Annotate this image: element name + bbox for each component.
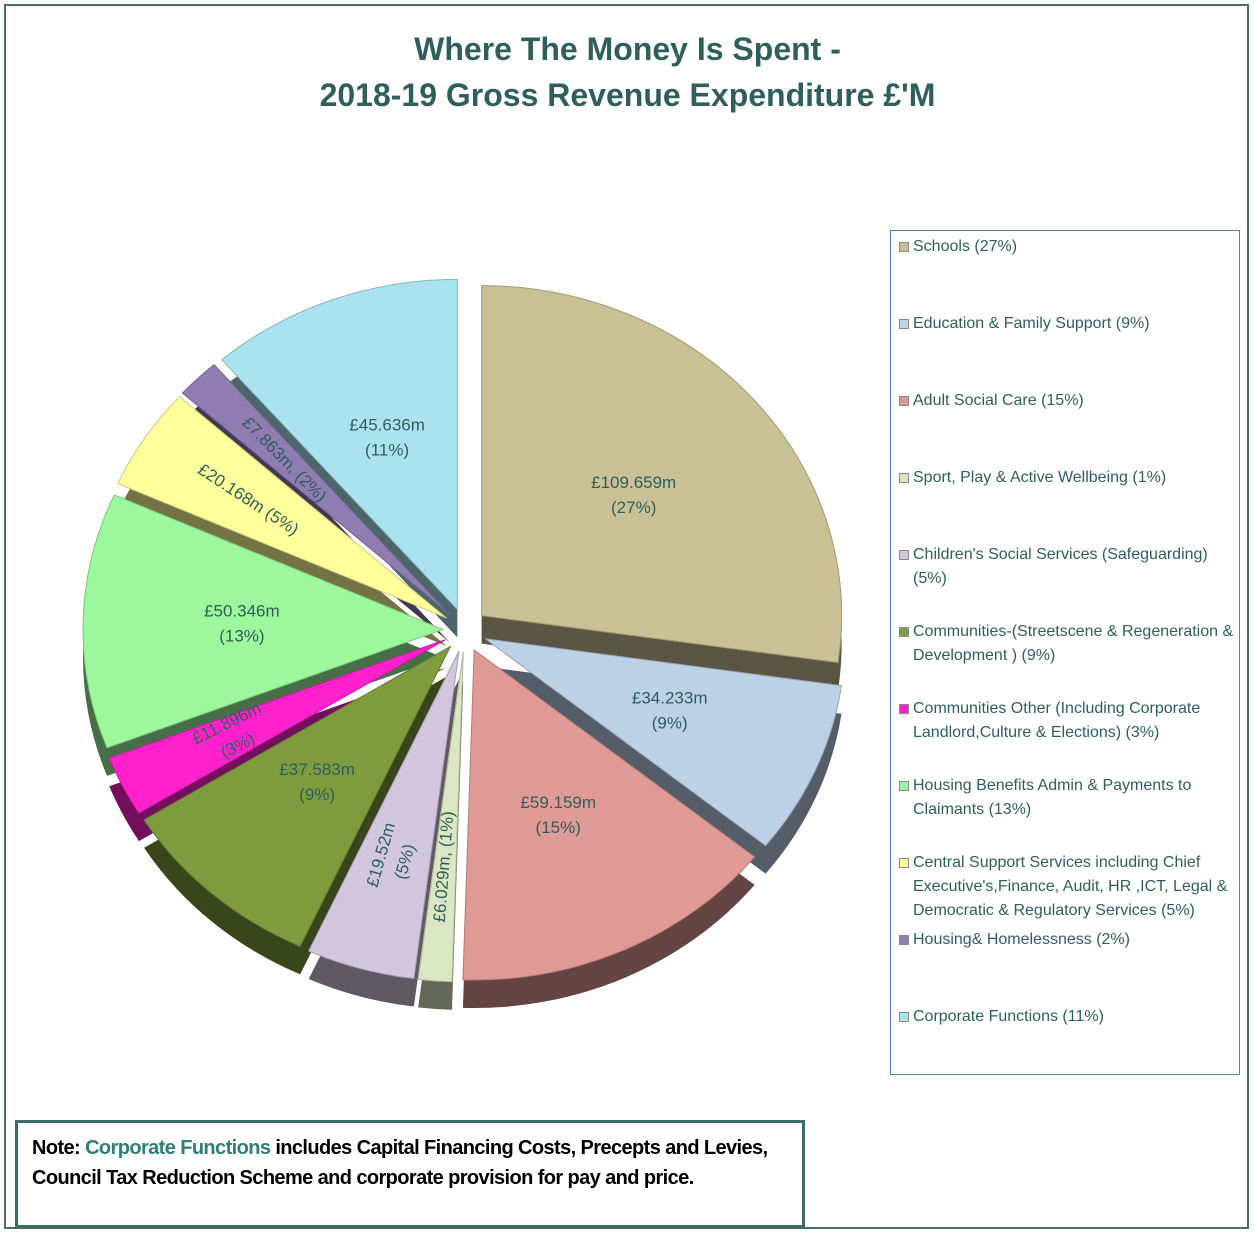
slice: [117, 396, 447, 619]
legend-entry: Sport, Play & Active Wellbeing (1%): [899, 466, 1239, 490]
note: Note: Corporate Functions includes Capit…: [15, 1120, 805, 1228]
data-label-line: £45.636m: [349, 415, 425, 434]
chart-title: Where The Money Is Spent - 2018-19 Gross…: [0, 26, 1255, 118]
title-line: 2018-19 Gross Revenue Expenditure £'M: [319, 77, 936, 113]
legend-label: Communities Other (Including Corporate L…: [913, 700, 1201, 741]
data-label: £37.583m (9%): [279, 760, 355, 804]
note-label: Note:: [32, 1137, 81, 1159]
legend-entry: Adult Social Care (15%): [899, 389, 1239, 413]
legend-label: Sport, Play & Active Wellbeing (1%): [913, 469, 1167, 486]
legend-label: Communities-(Streetscene & Regeneration …: [913, 623, 1234, 664]
legend: Schools (27%) Education & Family Support …: [890, 230, 1240, 1075]
title-line: Where The Money Is Spent -: [414, 31, 841, 67]
legend-label: Schools (27%): [913, 238, 1018, 255]
slice: [221, 278, 458, 611]
legend-swatch: [899, 627, 909, 637]
slice: [308, 650, 460, 980]
legend-entry: Corporate Functions (11%): [899, 1005, 1239, 1029]
data-label-line: (15%): [536, 818, 581, 837]
data-label-line: £59.159m: [520, 793, 596, 812]
legend-label: Central Support Services including Chief…: [913, 854, 1228, 919]
legend-swatch: [899, 781, 909, 791]
legend-entry: Schools (27%): [899, 235, 1239, 259]
note-text: includes Capital Financing Costs, Precep…: [32, 1137, 768, 1189]
data-label-line: (9%): [299, 785, 335, 804]
note-highlight: Corporate Functions: [85, 1137, 271, 1159]
slice: [143, 645, 452, 948]
legend-swatch: [899, 396, 909, 406]
data-label-line: £109.659m: [591, 473, 676, 492]
slice: [484, 638, 843, 847]
legend-entry: Communities-(Streetscene & Regeneration …: [899, 620, 1239, 668]
data-label: £109.659m (27%): [591, 473, 676, 517]
data-label-line: £37.583m: [279, 760, 355, 779]
legend-label: Education & Family Support (9%): [913, 315, 1150, 332]
slice: [417, 651, 464, 983]
data-label-line: £34.233m: [632, 689, 708, 708]
data-label: £45.636m (11%): [349, 415, 425, 459]
legend-entry: Central Support Services including Chief…: [899, 851, 1239, 923]
data-label-line: (11%): [365, 440, 409, 459]
legend-label: Housing Benefits Admin & Payments to Cla…: [913, 777, 1192, 818]
data-label: £34.233m (9%): [632, 689, 708, 733]
legend-swatch: [899, 473, 909, 483]
data-label-line: £50.346m: [204, 602, 280, 621]
legend-entry: Education & Family Support (9%): [899, 312, 1239, 336]
legend-swatch: [899, 858, 909, 868]
slice: [481, 285, 843, 664]
data-label-line: (27%): [611, 498, 656, 517]
legend-label: Adult Social Care (15%): [913, 392, 1084, 409]
legend-entry: Housing& Homelessness (2%): [899, 928, 1239, 952]
slice: [462, 649, 756, 981]
legend-swatch: [899, 319, 909, 329]
legend-entry: Housing Benefits Admin & Payments to Cla…: [899, 774, 1239, 822]
legend-entry: Children's Social Services (Safeguarding…: [899, 543, 1239, 591]
legend-swatch: [899, 935, 909, 945]
data-label-line: (13%): [219, 627, 264, 646]
data-label: £50.346m (13%): [204, 602, 280, 646]
legend-label: Housing& Homelessness (2%): [913, 931, 1130, 948]
legend-label: Corporate Functions (11%): [913, 1008, 1104, 1025]
legend-entry: Communities Other (Including Corporate L…: [899, 697, 1239, 745]
legend-swatch: [899, 242, 909, 252]
frame: [4, 4, 1249, 1229]
data-label-line: (9%): [652, 714, 688, 733]
slice: [82, 494, 445, 749]
legend-swatch: [899, 550, 909, 560]
legend-label: Children's Social Services (Safeguarding…: [913, 546, 1208, 587]
slice: [181, 364, 450, 615]
legend-swatch: [899, 704, 909, 714]
legend-swatch: [899, 1012, 909, 1022]
slice: [108, 639, 446, 814]
data-label: £59.159m (15%): [520, 793, 596, 837]
